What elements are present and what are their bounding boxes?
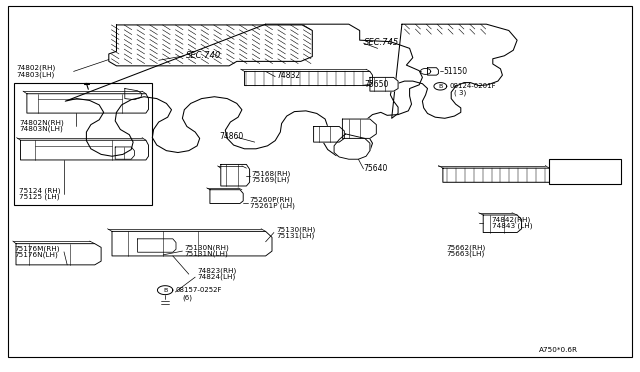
Text: A750*0.6R: A750*0.6R — [539, 347, 578, 353]
Polygon shape — [20, 140, 148, 160]
Polygon shape — [434, 83, 447, 90]
Polygon shape — [16, 244, 101, 265]
Text: 75516M(LH): 75516M(LH) — [552, 175, 596, 182]
Text: 08124-0201F: 08124-0201F — [449, 83, 496, 89]
Text: 74824(LH): 74824(LH) — [197, 274, 236, 280]
Text: 74832: 74832 — [276, 71, 301, 80]
Text: SEC.740: SEC.740 — [186, 51, 221, 60]
Text: B: B — [163, 288, 167, 293]
Polygon shape — [443, 168, 557, 182]
Bar — [14, 83, 152, 205]
Text: 51154P: 51154P — [552, 161, 580, 170]
Text: 75168(RH): 75168(RH) — [252, 170, 291, 177]
Text: 08157-0252F: 08157-0252F — [175, 287, 222, 293]
Text: 75662(RH): 75662(RH) — [447, 244, 486, 251]
Polygon shape — [221, 164, 250, 186]
Text: 75130(RH): 75130(RH) — [276, 226, 316, 233]
Text: 75516 (RH): 75516 (RH) — [552, 169, 593, 175]
Polygon shape — [428, 68, 438, 75]
Text: 74823(RH): 74823(RH) — [197, 267, 236, 274]
Polygon shape — [483, 215, 522, 232]
Text: 75169(LH): 75169(LH) — [252, 176, 290, 183]
Text: 74803N(LH): 74803N(LH) — [19, 126, 63, 132]
Text: 75260P(RH): 75260P(RH) — [250, 196, 293, 203]
Polygon shape — [370, 77, 398, 91]
Text: 75176M(RH): 75176M(RH) — [14, 245, 60, 252]
Polygon shape — [390, 24, 517, 118]
Polygon shape — [109, 25, 312, 66]
Text: 75176N(LH): 75176N(LH) — [14, 251, 58, 258]
Polygon shape — [244, 71, 372, 86]
Text: 75663(LH): 75663(LH) — [447, 250, 485, 257]
Polygon shape — [112, 231, 272, 256]
Text: 75130N(RH): 75130N(RH) — [184, 244, 229, 251]
Text: 75131N(LH): 75131N(LH) — [184, 250, 228, 257]
Text: SEC.745: SEC.745 — [364, 38, 399, 47]
Text: 75640: 75640 — [364, 164, 388, 173]
Polygon shape — [138, 239, 176, 252]
Text: 74802N(RH): 74802N(RH) — [19, 119, 64, 126]
Polygon shape — [314, 126, 344, 142]
Text: 75125 (LH): 75125 (LH) — [19, 193, 60, 200]
Text: 75124 (RH): 75124 (RH) — [19, 187, 61, 194]
Bar — [549, 159, 621, 184]
Polygon shape — [334, 134, 370, 159]
Polygon shape — [342, 119, 376, 138]
Text: 74802(RH): 74802(RH) — [16, 65, 55, 71]
Polygon shape — [27, 94, 148, 113]
Polygon shape — [65, 24, 422, 157]
Text: 51150: 51150 — [443, 67, 467, 76]
Text: 74843 (LH): 74843 (LH) — [492, 222, 532, 229]
Text: (6): (6) — [182, 294, 193, 301]
Polygon shape — [157, 286, 173, 295]
Text: 75131(LH): 75131(LH) — [276, 232, 315, 239]
Text: 74842(RH): 74842(RH) — [492, 216, 531, 223]
Text: B: B — [438, 84, 442, 89]
Text: 75650: 75650 — [365, 80, 389, 89]
Text: 74803(LH): 74803(LH) — [16, 71, 54, 78]
Polygon shape — [210, 190, 243, 203]
Text: ( 3): ( 3) — [454, 90, 467, 96]
Text: 75261P (LH): 75261P (LH) — [250, 203, 294, 209]
Text: 74860: 74860 — [219, 132, 243, 141]
